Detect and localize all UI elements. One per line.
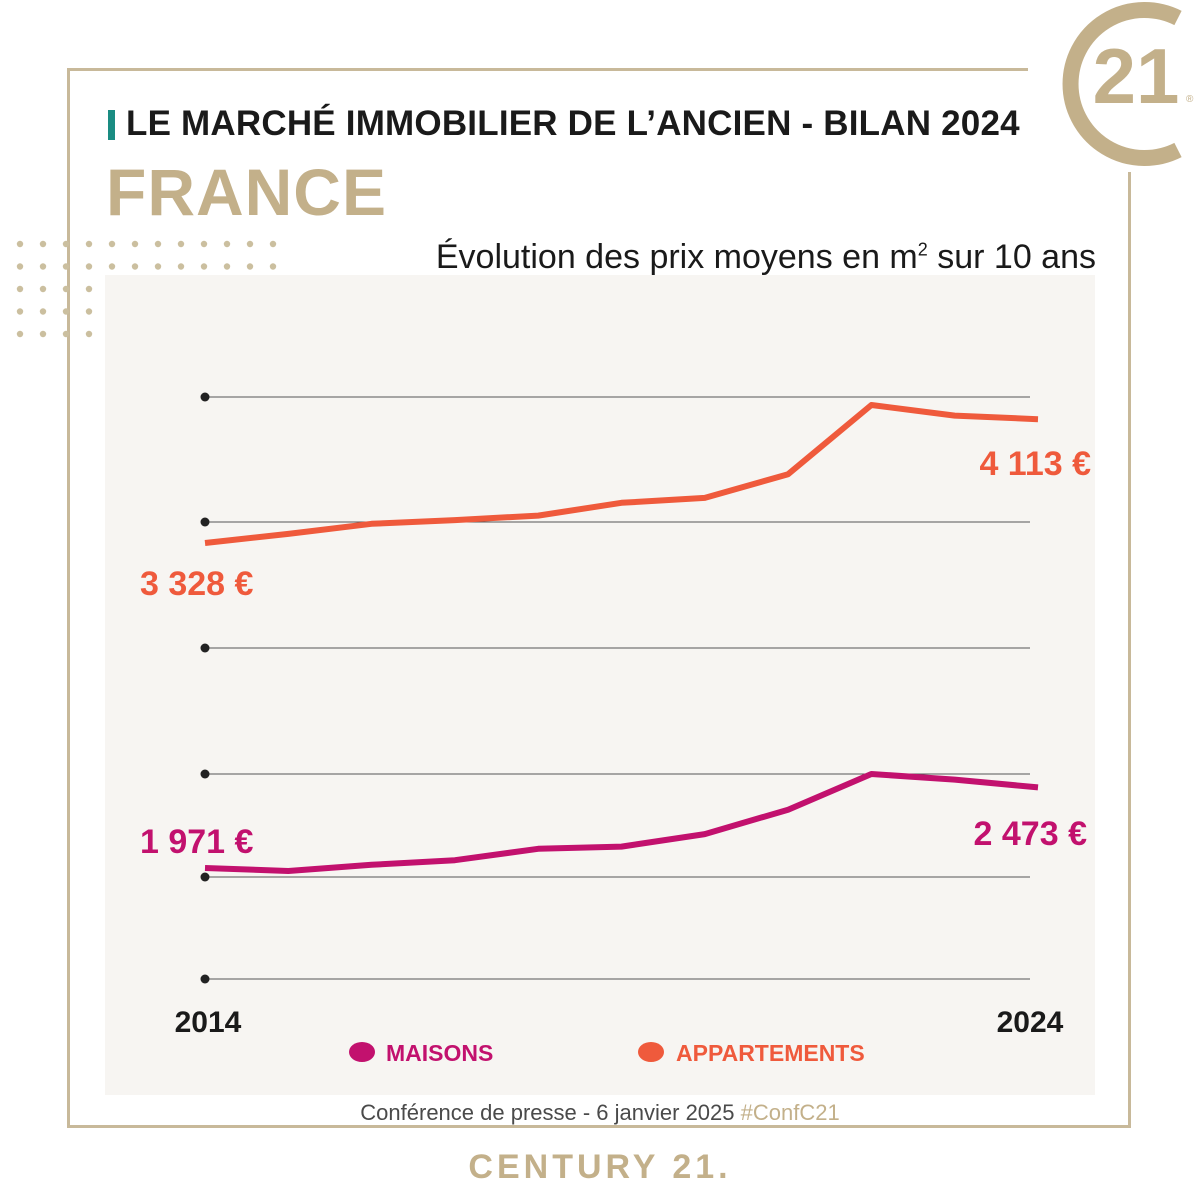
decorative-dot xyxy=(269,240,277,248)
decorative-dot xyxy=(131,240,139,248)
legend-label-maisons: MAISONS xyxy=(386,1040,493,1066)
decorative-dot xyxy=(39,308,47,315)
legend-label-appartements: APPARTEMENTS xyxy=(676,1040,865,1066)
page-title: LE MARCHÉ IMMOBILIER DE L’ANCIEN - BILAN… xyxy=(126,104,1020,143)
decorative-dot xyxy=(85,285,93,293)
maisons-end-label: 2 473 € xyxy=(974,815,1088,853)
decorative-dot xyxy=(62,263,70,270)
decorative-dot xyxy=(269,263,277,270)
grid-marker xyxy=(200,769,210,779)
decorative-dot xyxy=(39,330,47,338)
maisons-start-label: 1 971 € xyxy=(140,823,254,861)
footer-caption: Conférence de presse - 6 janvier 2025 #C… xyxy=(0,1100,1200,1126)
footer-text: Conférence de presse - 6 janvier 2025 xyxy=(360,1100,735,1125)
decorative-dot xyxy=(108,263,116,270)
c21-logo-mark: 21 ® xyxy=(1062,2,1194,166)
decorative-dot xyxy=(200,240,208,248)
grid-marker xyxy=(200,643,210,653)
decorative-dot xyxy=(39,240,47,248)
decorative-dot xyxy=(85,308,93,315)
legend-swatch-appartements xyxy=(638,1042,664,1062)
decorative-dot xyxy=(39,263,47,270)
decorative-dot xyxy=(131,263,139,270)
grid-marker xyxy=(200,974,210,984)
decorative-dot xyxy=(154,240,162,248)
decorative-dot xyxy=(85,263,93,270)
decorative-dot xyxy=(16,285,24,293)
x-tick-label-end: 2024 xyxy=(997,1006,1064,1039)
decorative-dot xyxy=(16,263,24,270)
decorative-dot xyxy=(16,330,24,338)
decorative-dot xyxy=(16,240,24,248)
grid-marker xyxy=(200,872,210,882)
brand-wordmark: CENTURY 21. xyxy=(468,1148,732,1186)
decorative-dot xyxy=(177,263,185,270)
decorative-dot xyxy=(85,240,93,248)
svg-text:®: ® xyxy=(1186,94,1194,105)
decorative-dot xyxy=(62,308,70,315)
chart-title: Évolution des prix moyens en m2 sur 10 a… xyxy=(436,238,1096,277)
decorative-dot xyxy=(200,263,208,270)
appartements-line xyxy=(204,402,1039,546)
grid-marker xyxy=(200,392,210,402)
decorative-dot xyxy=(154,263,162,270)
chart-title-end: sur 10 ans xyxy=(927,238,1096,276)
decorative-dot xyxy=(39,285,47,293)
content-frame xyxy=(67,68,1131,1128)
chart-title-main: Évolution des prix moyens en m xyxy=(435,238,918,276)
appartements-end-label: 4 113 € xyxy=(979,445,1091,483)
decorative-dot xyxy=(62,330,70,338)
maisons-line xyxy=(204,771,1039,874)
appartements-start-label: 3 328 € xyxy=(140,565,254,603)
legend-swatch-maisons xyxy=(349,1042,375,1062)
grid-marker xyxy=(200,517,210,527)
decorative-dot xyxy=(246,263,254,270)
decorative-dot xyxy=(223,263,231,270)
decorative-dot xyxy=(108,240,116,248)
decorative-dot xyxy=(223,240,231,248)
decorative-dot xyxy=(62,240,70,248)
chart-title-superscript: 2 xyxy=(917,239,928,260)
decorative-dot xyxy=(62,285,70,293)
century21-logo: 21 ® xyxy=(1028,0,1200,172)
decorative-dot xyxy=(177,240,185,248)
title-accent-bar xyxy=(108,110,115,140)
region-title: FRANCE xyxy=(106,155,387,229)
decorative-dot xyxy=(246,240,254,248)
decorative-dot xyxy=(16,308,24,315)
logo-number: 21 xyxy=(1093,32,1180,120)
footer-hashtag: #ConfC21 xyxy=(740,1100,840,1125)
x-tick-label-start: 2014 xyxy=(175,1006,242,1039)
decorative-dot xyxy=(85,330,93,338)
